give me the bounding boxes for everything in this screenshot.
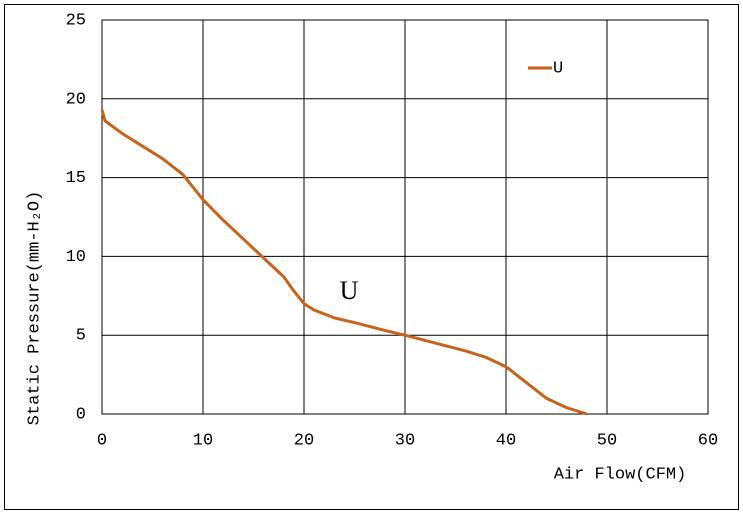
x-tick-label: 20 [294,431,314,450]
y-tick-label: 15 [66,169,86,188]
data-line [100,109,588,416]
x-tick-label: 0 [97,431,107,450]
y-tick-label: 5 [76,327,86,346]
y-tick-label: 20 [66,90,86,109]
x-axis-label: Air Flow(CFM) [554,465,687,484]
x-tick-label: 30 [395,431,415,450]
x-tick-label: 50 [597,431,617,450]
annotation: U [340,276,359,305]
x-tick-label: 10 [193,431,213,450]
legend-label: U [553,59,563,78]
y-tick-label: 25 [66,11,86,30]
y-tick-label: 10 [66,248,86,267]
y-tick-label: 0 [76,405,86,424]
x-tick-label: 60 [698,431,718,450]
frame [4,4,739,510]
y-axis-label: Static Pressure(mm-H₂O) [25,191,44,426]
x-tick-label: 40 [496,431,516,450]
